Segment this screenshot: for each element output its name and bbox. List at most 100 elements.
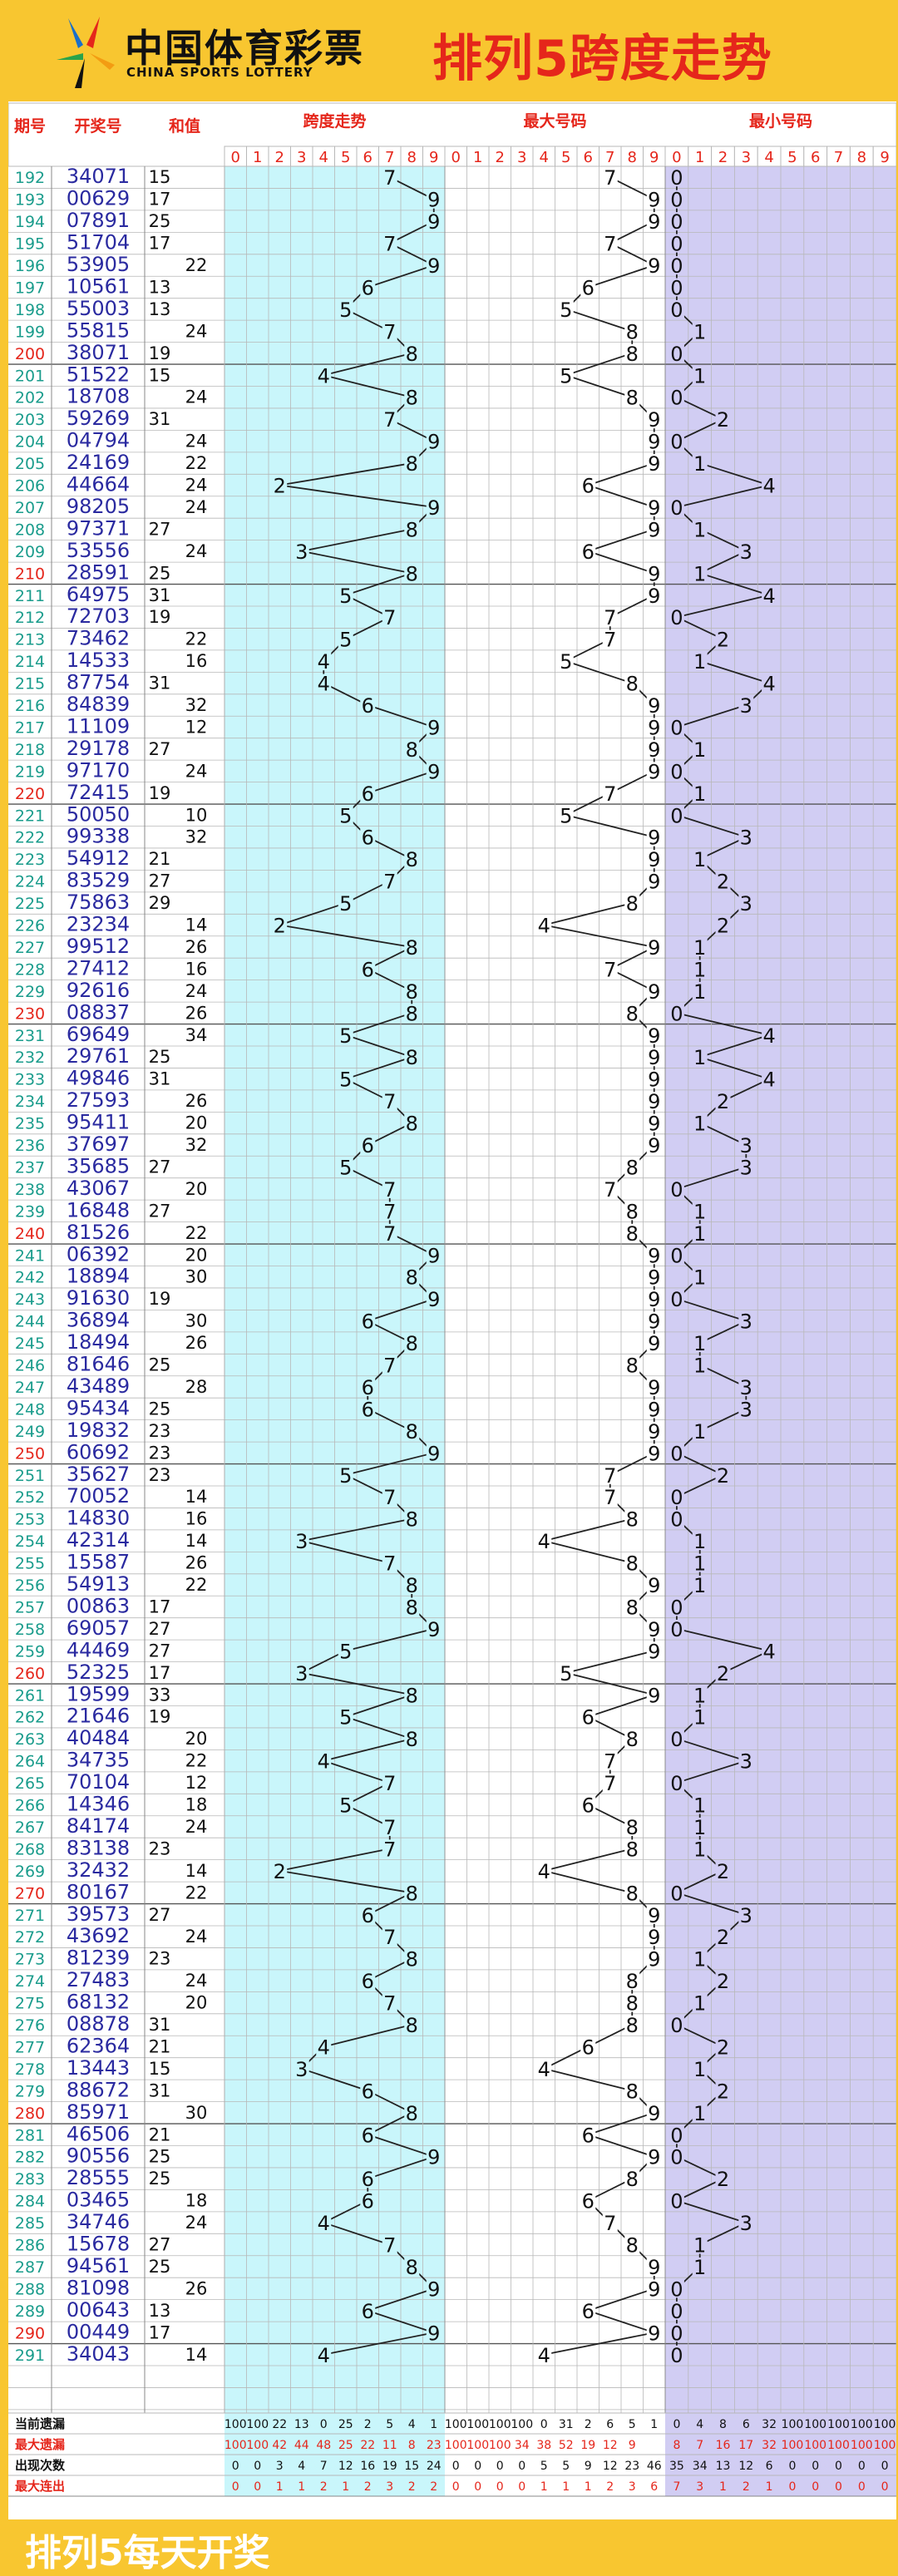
stats-min-value: 6 bbox=[743, 2418, 750, 2431]
span-marker: 8 bbox=[406, 1684, 418, 1707]
stats-span-value: 100 bbox=[224, 2418, 247, 2431]
span-marker: 7 bbox=[383, 1178, 396, 1202]
span-digit-label-7: 7 bbox=[385, 149, 394, 166]
stats-span-value: 2 bbox=[408, 2480, 416, 2494]
span-marker-bg bbox=[382, 1993, 397, 2012]
issue-number: 277 bbox=[15, 2038, 45, 2056]
span-marker: 5 bbox=[339, 1640, 352, 1663]
stats-min-value: 100 bbox=[782, 2439, 804, 2452]
sum-value: 21 bbox=[149, 2036, 171, 2056]
draw-number: 43489 bbox=[67, 1374, 130, 1398]
min-marker-bg bbox=[669, 762, 684, 781]
max-marker: 6 bbox=[582, 1794, 595, 1818]
stats-max-value: 31 bbox=[559, 2418, 574, 2431]
stats-min-value: 0 bbox=[858, 2480, 866, 2494]
max-series bbox=[536, 168, 662, 2364]
span-trend-segment bbox=[279, 462, 412, 486]
draw-number: 88672 bbox=[67, 2078, 130, 2101]
min-marker: 3 bbox=[740, 1156, 752, 1179]
span-marker-bg bbox=[404, 1004, 420, 1023]
min-marker: 2 bbox=[717, 1860, 729, 1883]
min-marker: 4 bbox=[762, 585, 775, 608]
span-marker-bg bbox=[404, 1113, 420, 1133]
min-trend-segment bbox=[676, 814, 747, 838]
stats-max-value: 0 bbox=[496, 2480, 504, 2494]
min-marker: 2 bbox=[717, 1926, 729, 1949]
sum-value: 28 bbox=[185, 1377, 208, 1397]
span-marker-bg bbox=[316, 2037, 332, 2056]
span-trend-segment bbox=[301, 1517, 412, 1542]
draw-number: 73462 bbox=[67, 627, 130, 650]
span-marker-bg bbox=[404, 981, 420, 1000]
stats-span-value: 4 bbox=[408, 2418, 416, 2431]
max-marker: 6 bbox=[582, 540, 595, 564]
min-marker-bg bbox=[692, 1355, 708, 1374]
min-marker: 3 bbox=[740, 827, 752, 850]
issue-number: 243 bbox=[15, 1290, 45, 1309]
stats-max-value: 3 bbox=[629, 2480, 636, 2494]
draw-number: 29178 bbox=[67, 737, 130, 760]
draw-number: 72703 bbox=[67, 605, 130, 628]
min-marker: 1 bbox=[693, 1355, 706, 1378]
min-marker-bg bbox=[715, 1927, 731, 1947]
span-marker-bg bbox=[404, 564, 420, 583]
draw-number: 95411 bbox=[67, 1111, 130, 1134]
max-marker-bg bbox=[646, 718, 662, 737]
span-marker-bg bbox=[426, 762, 442, 781]
span-marker-bg bbox=[426, 2323, 442, 2342]
issue-number: 269 bbox=[15, 1863, 45, 1881]
max-marker: 8 bbox=[626, 1816, 639, 1839]
stats-span-value: 4 bbox=[298, 2460, 305, 2473]
span-digit-label-6: 6 bbox=[363, 149, 373, 166]
span-digit-label-3: 3 bbox=[297, 149, 306, 166]
draw-number: 55815 bbox=[67, 318, 130, 342]
draw-number: 23234 bbox=[67, 913, 130, 936]
stats-max-value: 1 bbox=[540, 2480, 548, 2494]
span-marker: 7 bbox=[383, 2234, 396, 2258]
max-marker: 9 bbox=[648, 189, 660, 212]
max-marker: 9 bbox=[648, 1684, 660, 1707]
max-marker-bg bbox=[624, 322, 640, 341]
draw-number: 51704 bbox=[67, 231, 130, 254]
stats-max-value: 19 bbox=[580, 2439, 595, 2452]
min-marker: 0 bbox=[670, 804, 683, 827]
issue-number: 230 bbox=[15, 1004, 45, 1023]
draw-number: 49846 bbox=[67, 1067, 130, 1090]
stats-min-value: 0 bbox=[881, 2460, 889, 2473]
draw-number: 13443 bbox=[67, 2056, 130, 2080]
span-marker-bg bbox=[382, 1092, 397, 1111]
min-marker: 0 bbox=[670, 1882, 683, 1905]
span-marker-bg bbox=[404, 1949, 420, 1968]
span-marker: 9 bbox=[427, 496, 440, 520]
span-marker: 6 bbox=[362, 1376, 374, 1399]
max-marker: 8 bbox=[626, 1728, 639, 1751]
sum-value: 23 bbox=[149, 1465, 171, 1485]
max-column-header: 最大号码 bbox=[523, 111, 586, 131]
draw-number: 03465 bbox=[67, 2189, 130, 2212]
max-marker: 9 bbox=[648, 408, 660, 432]
max-trend-segment bbox=[565, 1671, 654, 1696]
span-marker-bg bbox=[360, 696, 376, 715]
max-marker: 9 bbox=[648, 936, 660, 960]
sum-value: 27 bbox=[149, 519, 171, 539]
draw-number: 81526 bbox=[67, 1221, 130, 1244]
stats-span-value: 8 bbox=[408, 2439, 416, 2452]
issue-number: 280 bbox=[15, 2105, 45, 2123]
min-trend-segment bbox=[676, 1166, 747, 1190]
span-trend-segment bbox=[367, 2155, 435, 2180]
issue-number: 229 bbox=[15, 983, 45, 1001]
sum-value: 31 bbox=[149, 585, 171, 605]
max-marker: 8 bbox=[626, 1156, 639, 1179]
max-trend-segment bbox=[544, 1848, 633, 1872]
min-trend-segment bbox=[676, 2155, 723, 2179]
span-marker-bg bbox=[382, 608, 397, 627]
span-marker: 4 bbox=[318, 2036, 330, 2059]
span-marker-bg bbox=[404, 387, 420, 407]
min-marker-bg bbox=[715, 629, 731, 649]
span-marker-bg bbox=[382, 871, 397, 891]
min-marker-bg bbox=[669, 1004, 684, 1023]
span-marker: 7 bbox=[383, 1772, 396, 1795]
max-marker-bg bbox=[624, 2169, 640, 2189]
stats-min-value: 100 bbox=[827, 2439, 850, 2452]
span-marker: 7 bbox=[383, 1552, 396, 1576]
